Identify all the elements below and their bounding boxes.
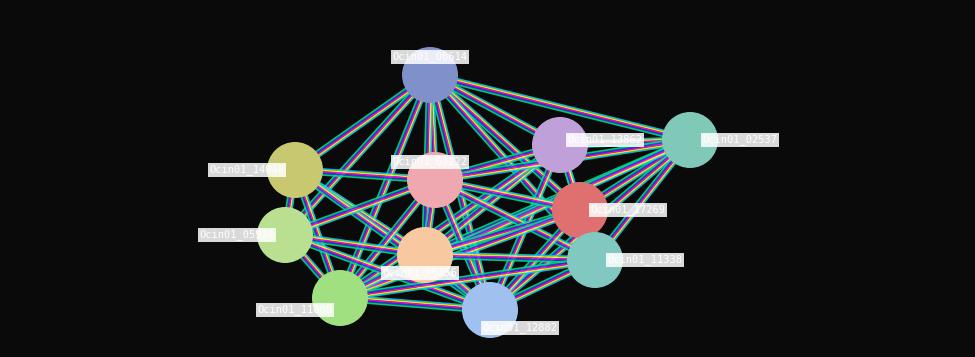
Text: Ocin01_02537: Ocin01_02537 <box>703 135 777 145</box>
Circle shape <box>662 112 718 168</box>
Circle shape <box>407 152 463 208</box>
Text: Ocin01_05924: Ocin01_05924 <box>200 230 275 241</box>
Circle shape <box>402 47 458 103</box>
Circle shape <box>552 182 608 238</box>
Text: Ocin01_00614: Ocin01_00614 <box>393 51 467 62</box>
Circle shape <box>462 282 518 338</box>
Circle shape <box>312 270 368 326</box>
Circle shape <box>567 232 623 288</box>
Text: Ocin01_09222: Ocin01_09222 <box>393 157 467 167</box>
Circle shape <box>397 227 453 283</box>
Circle shape <box>532 117 588 173</box>
Circle shape <box>257 207 313 263</box>
Text: Ocin01_11338: Ocin01_11338 <box>607 255 682 266</box>
Text: Ocin01_13862: Ocin01_13862 <box>567 135 643 145</box>
Text: Ocin01_12882: Ocin01_12882 <box>483 322 558 333</box>
Text: Ocin01_11000: Ocin01_11000 <box>257 305 332 316</box>
Text: Ocin01_06356: Ocin01_06356 <box>382 267 457 278</box>
Circle shape <box>267 142 323 198</box>
Text: Ocin01_14048: Ocin01_14048 <box>210 165 285 175</box>
Text: Ocin01_17269: Ocin01_17269 <box>591 205 666 216</box>
